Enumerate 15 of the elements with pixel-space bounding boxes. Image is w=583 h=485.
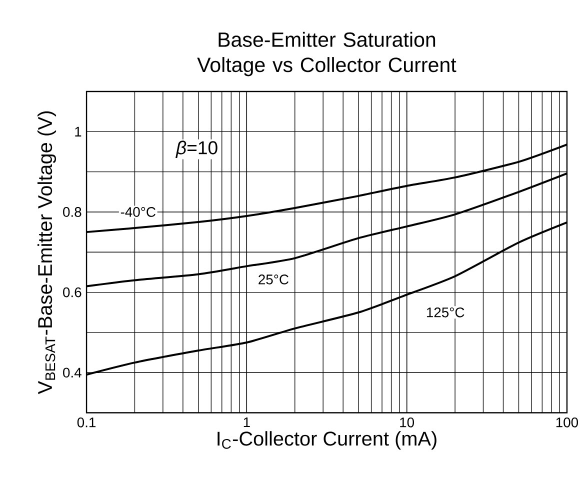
y-tick-label: 1: [75, 126, 82, 136]
annotation: 25°C: [258, 274, 288, 284]
chart-title: Base-Emitter Saturation Voltage vs Collector Current: [197, 32, 456, 76]
x-tick-label: 10: [400, 417, 414, 428]
annotation: 125°C: [426, 307, 464, 318]
x-tick-label: 100: [556, 417, 578, 428]
x-axis-title: I$_{C}$-Collector Current (mA): [218, 430, 436, 450]
y-axis-title: V$_{BESAT}$-Base-Emitter Voltage (V): [37, 111, 56, 394]
y-tick-label: 0.8: [63, 206, 82, 217]
x-tick-label: 0.1: [77, 417, 96, 428]
annotation: β=10: [176, 140, 218, 158]
y-tick-label: 0.6: [63, 287, 82, 298]
y-tick-label: 0.4: [63, 368, 82, 378]
x-tick-label: 1: [244, 417, 250, 427]
annotation: -40°C: [120, 206, 156, 217]
